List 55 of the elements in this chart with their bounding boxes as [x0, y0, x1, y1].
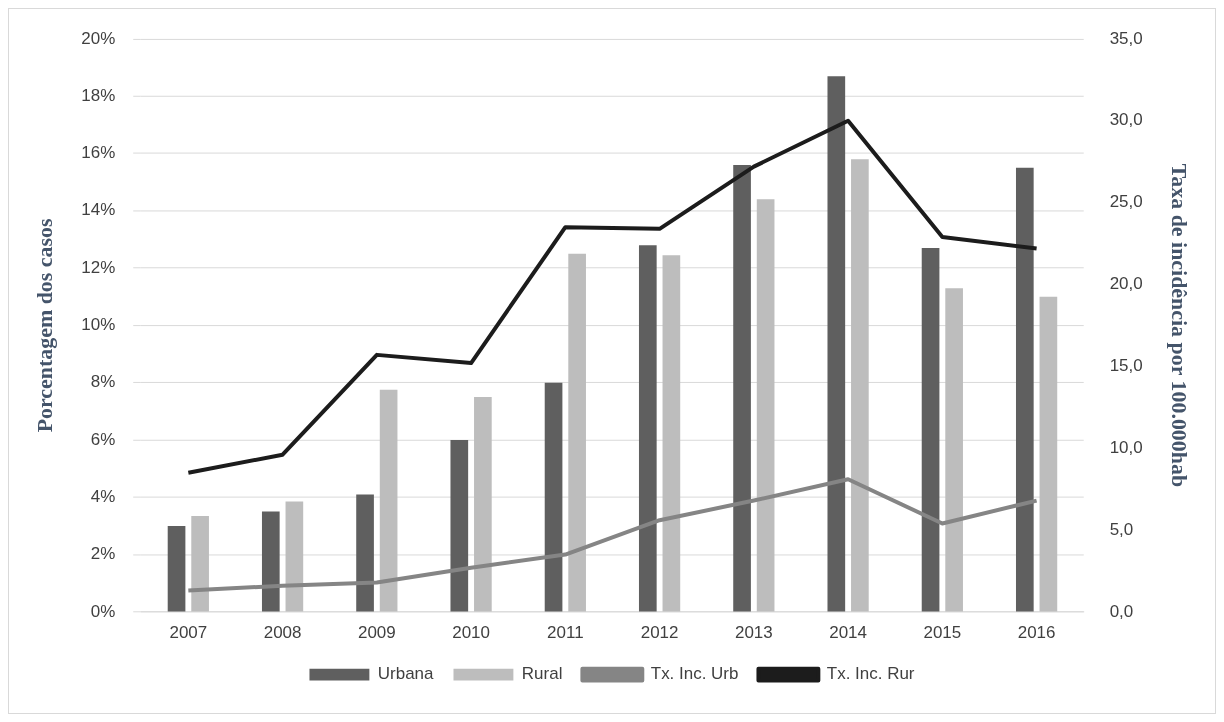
y2-tick-label: 15,0 — [1109, 356, 1143, 375]
y-tick-label: 10% — [81, 315, 116, 335]
bar — [662, 255, 681, 612]
bar — [450, 440, 469, 612]
y-tick-label: 20% — [81, 28, 116, 48]
y2-tick-label: 0,0 — [1109, 601, 1134, 621]
bar — [921, 248, 940, 612]
y-tick-label: 0% — [90, 601, 116, 621]
x-tick-label: 2008 — [263, 622, 302, 642]
y2-tick-label: 35,0 — [1109, 28, 1143, 48]
y-tick-label: 16% — [81, 143, 116, 163]
y-tick-label: 2% — [90, 544, 116, 564]
bar — [851, 159, 869, 612]
x-tick-label: 2010 — [452, 622, 490, 642]
y2-tick-label: 30,0 — [1109, 110, 1143, 130]
bar — [474, 397, 492, 612]
bar — [1039, 296, 1058, 612]
y2-tick-label: 20,0 — [1109, 274, 1143, 294]
legend-label: Tx. Inc. Urb — [650, 664, 739, 684]
y2-axis-title: Taxa de incidência por 100.000hab — [1167, 163, 1193, 488]
x-tick-label: 2009 — [357, 622, 396, 642]
bar — [1015, 167, 1034, 612]
y-tick-label: 4% — [90, 486, 116, 506]
bar — [356, 494, 374, 612]
bar — [379, 389, 398, 612]
bar — [756, 199, 775, 612]
y-tick-label: 8% — [90, 372, 116, 392]
bar — [285, 501, 304, 612]
bar — [568, 253, 586, 612]
x-tick-label: 2007 — [169, 622, 208, 642]
y2-tick-label: 10,0 — [1109, 437, 1143, 457]
y2-tick-label: 5,0 — [1109, 519, 1134, 539]
bar — [191, 515, 209, 612]
x-tick-label: 2014 — [829, 622, 867, 642]
y2-tick-label: 25,0 — [1109, 192, 1143, 212]
bar — [544, 382, 563, 612]
y-tick-label: 18% — [81, 85, 116, 105]
bar — [945, 288, 963, 612]
bar — [261, 511, 280, 612]
y-tick-label: 12% — [81, 257, 116, 277]
bar — [827, 76, 846, 612]
legend-label: Tx. Inc. Rur — [826, 664, 915, 684]
x-tick-label: 2012 — [640, 622, 679, 642]
x-tick-label: 2015 — [923, 622, 962, 642]
y-tick-label: 6% — [90, 429, 116, 449]
x-tick-label: 2013 — [734, 622, 773, 642]
legend-label: Rural — [521, 664, 563, 684]
x-tick-label: 2016 — [1017, 622, 1056, 642]
legend-label: Urbana — [377, 664, 435, 684]
y-tick-label: 14% — [81, 200, 116, 220]
y-axis-title: Porcentagem dos casos — [31, 218, 57, 433]
x-tick-label: 2011 — [547, 622, 584, 642]
bar — [167, 525, 186, 612]
bar — [638, 245, 657, 612]
bar — [733, 164, 751, 612]
